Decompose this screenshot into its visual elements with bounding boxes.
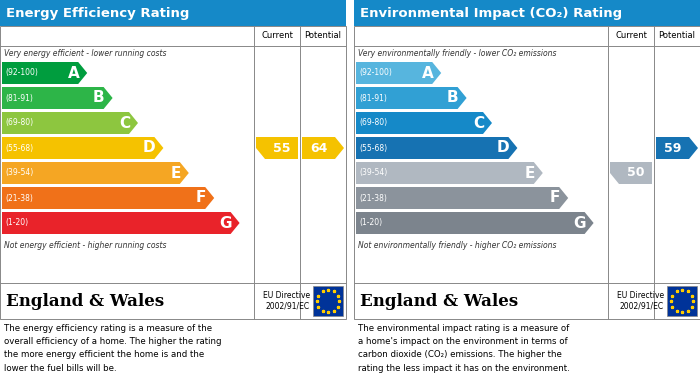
Polygon shape [2,212,239,234]
Polygon shape [356,162,542,184]
Text: (55-68): (55-68) [359,143,387,152]
Polygon shape [2,62,87,84]
Text: Potential: Potential [304,32,342,41]
Text: (1-20): (1-20) [359,219,382,228]
Text: (81-91): (81-91) [5,93,33,102]
Bar [354,0,700,26]
Text: C: C [119,115,130,131]
Text: The energy efficiency rating is a measure of the
overall efficiency of a home. T: The energy efficiency rating is a measur… [4,324,221,373]
Text: EU Directive
2002/91/EC: EU Directive 2002/91/EC [263,291,310,311]
Bar [0,0,346,26]
Text: 55: 55 [273,142,290,154]
Text: (21-38): (21-38) [359,194,387,203]
Bar [313,286,343,316]
Polygon shape [2,137,163,159]
Polygon shape [2,162,189,184]
Text: 50: 50 [626,167,644,179]
Bar [0,26,346,319]
Text: (69-80): (69-80) [5,118,33,127]
Polygon shape [656,137,698,159]
Text: 59: 59 [664,142,681,154]
Polygon shape [356,137,517,159]
Text: B: B [447,90,458,106]
Text: (21-38): (21-38) [5,194,33,203]
Text: D: D [497,140,510,156]
Text: Very environmentally friendly - lower CO₂ emissions: Very environmentally friendly - lower CO… [358,50,556,59]
Polygon shape [356,87,467,109]
Text: (39-54): (39-54) [5,169,34,178]
Polygon shape [356,62,441,84]
Text: A: A [421,66,433,81]
Text: F: F [196,190,206,206]
Text: Not energy efficient - higher running costs: Not energy efficient - higher running co… [4,240,167,249]
Text: Current: Current [615,32,647,41]
Text: A: A [67,66,79,81]
Text: B: B [93,90,104,106]
Polygon shape [2,112,138,134]
Polygon shape [2,187,214,209]
Polygon shape [356,112,492,134]
Text: England & Wales: England & Wales [6,292,164,310]
Text: Current: Current [261,32,293,41]
Text: Very energy efficient - lower running costs: Very energy efficient - lower running co… [4,50,167,59]
Text: (39-54): (39-54) [359,169,387,178]
Text: Energy Efficiency Rating: Energy Efficiency Rating [6,7,190,20]
Text: The environmental impact rating is a measure of
a home's impact on the environme: The environmental impact rating is a mea… [358,324,570,373]
Text: (92-100): (92-100) [5,68,38,77]
Polygon shape [256,137,298,159]
Text: Not environmentally friendly - higher CO₂ emissions: Not environmentally friendly - higher CO… [358,240,556,249]
Text: E: E [524,165,535,181]
Text: 64: 64 [310,142,327,154]
Bar [354,26,700,319]
Text: EU Directive
2002/91/EC: EU Directive 2002/91/EC [617,291,664,311]
Polygon shape [356,212,594,234]
Text: Environmental Impact (CO₂) Rating: Environmental Impact (CO₂) Rating [360,7,622,20]
Text: (92-100): (92-100) [359,68,392,77]
Text: E: E [170,165,181,181]
Text: (81-91): (81-91) [359,93,387,102]
Polygon shape [610,162,652,184]
Text: (55-68): (55-68) [5,143,33,152]
Bar [667,286,697,316]
Text: Potential: Potential [659,32,696,41]
Text: England & Wales: England & Wales [360,292,518,310]
Text: D: D [143,140,155,156]
Polygon shape [302,137,344,159]
Text: G: G [573,215,586,231]
Text: C: C [473,115,484,131]
Text: G: G [219,215,232,231]
Text: (69-80): (69-80) [359,118,387,127]
Text: F: F [550,190,560,206]
Polygon shape [2,87,113,109]
Polygon shape [356,187,568,209]
Text: (1-20): (1-20) [5,219,28,228]
